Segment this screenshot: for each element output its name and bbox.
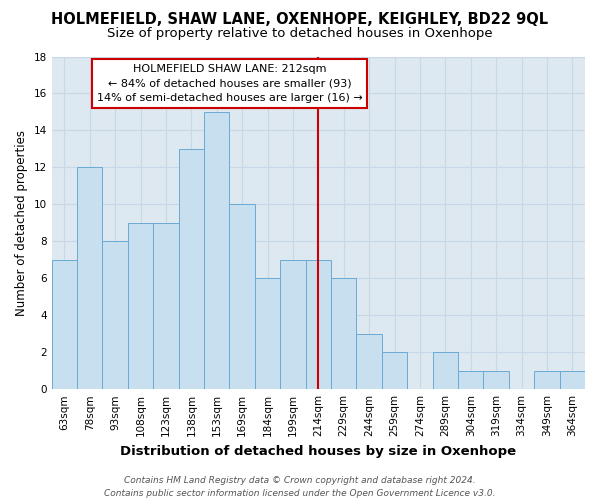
Bar xyxy=(484,370,509,389)
Text: HOLMEFIELD SHAW LANE: 212sqm
← 84% of detached houses are smaller (93)
14% of se: HOLMEFIELD SHAW LANE: 212sqm ← 84% of de… xyxy=(97,64,362,104)
Bar xyxy=(229,204,255,389)
Bar xyxy=(534,370,560,389)
Bar xyxy=(255,278,280,389)
Y-axis label: Number of detached properties: Number of detached properties xyxy=(15,130,28,316)
Bar xyxy=(356,334,382,389)
Bar xyxy=(382,352,407,389)
Text: Contains HM Land Registry data © Crown copyright and database right 2024.
Contai: Contains HM Land Registry data © Crown c… xyxy=(104,476,496,498)
Bar xyxy=(153,223,179,389)
Bar xyxy=(458,370,484,389)
Bar xyxy=(560,370,585,389)
Bar xyxy=(103,242,128,389)
Bar xyxy=(128,223,153,389)
Bar xyxy=(305,260,331,389)
Bar xyxy=(433,352,458,389)
Bar xyxy=(204,112,229,389)
X-axis label: Distribution of detached houses by size in Oxenhope: Distribution of detached houses by size … xyxy=(120,444,517,458)
Text: Size of property relative to detached houses in Oxenhope: Size of property relative to detached ho… xyxy=(107,28,493,40)
Bar xyxy=(331,278,356,389)
Bar xyxy=(77,168,103,389)
Bar xyxy=(280,260,305,389)
Bar xyxy=(52,260,77,389)
Bar xyxy=(179,149,204,389)
Text: HOLMEFIELD, SHAW LANE, OXENHOPE, KEIGHLEY, BD22 9QL: HOLMEFIELD, SHAW LANE, OXENHOPE, KEIGHLE… xyxy=(52,12,548,28)
